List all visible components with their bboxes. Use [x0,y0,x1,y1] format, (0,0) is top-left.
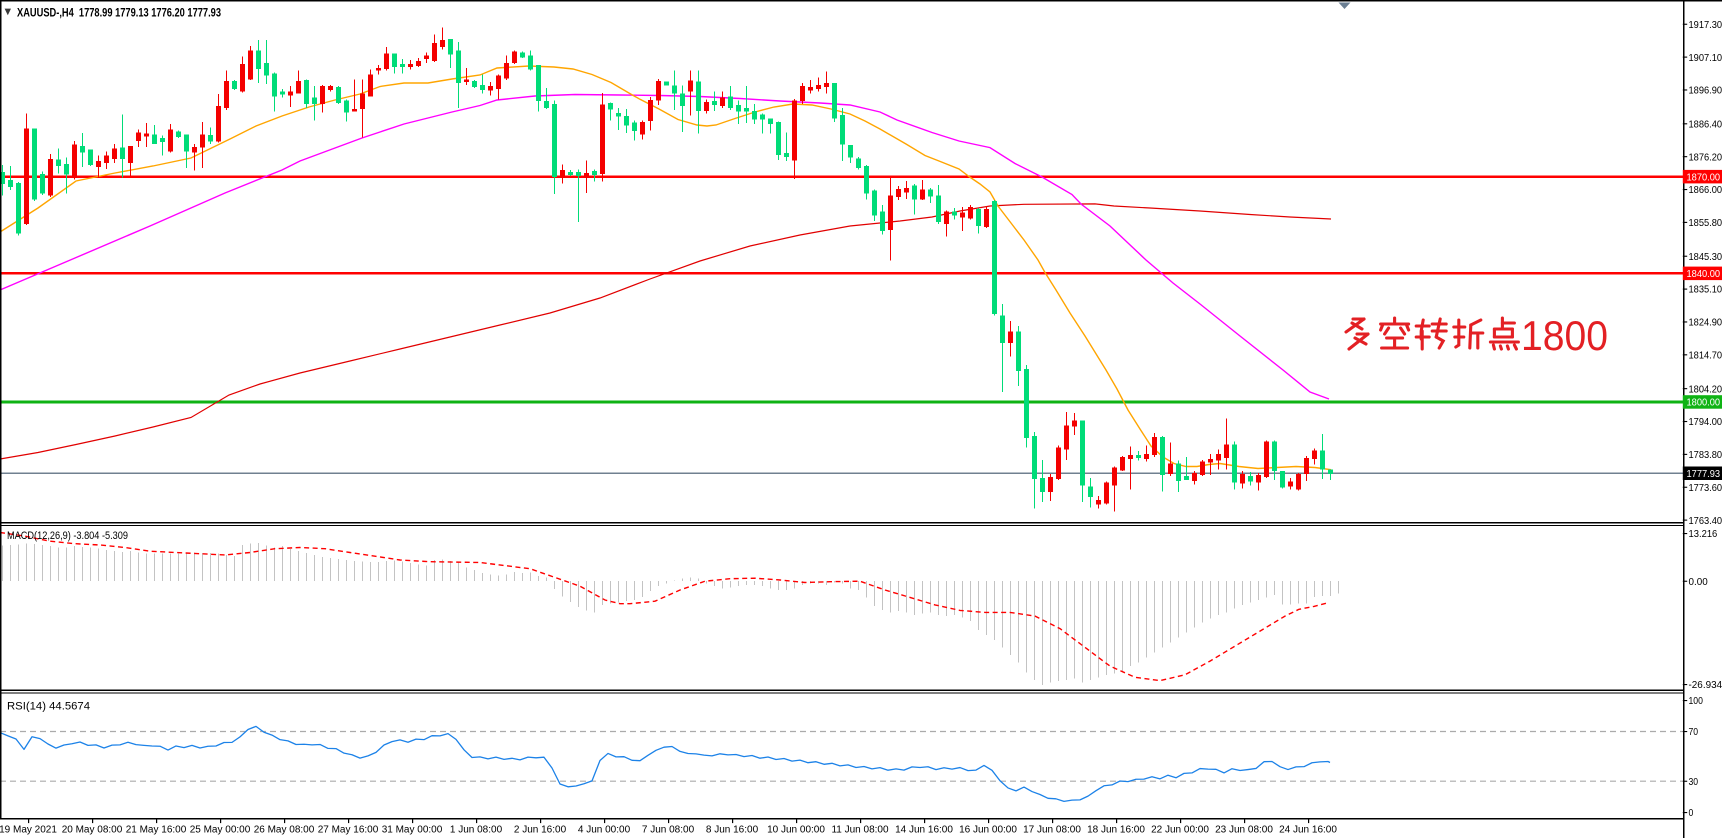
svg-text:1866.00: 1866.00 [1689,184,1722,196]
svg-text:31 May 00:00: 31 May 00:00 [382,825,443,836]
svg-text:4 Jun 00:00: 4 Jun 00:00 [578,825,631,836]
svg-text:16 Jun 00:00: 16 Jun 00:00 [959,825,1017,836]
svg-text:1824.90: 1824.90 [1689,317,1722,329]
svg-text:1840.00: 1840.00 [1687,268,1721,280]
svg-text:2 Jun 16:00: 2 Jun 16:00 [514,825,567,836]
svg-text:1907.10: 1907.10 [1689,52,1722,64]
svg-text:18 Jun 16:00: 18 Jun 16:00 [1087,825,1145,836]
svg-text:0.00: 0.00 [1689,576,1708,588]
svg-text:7 Jun 08:00: 7 Jun 08:00 [642,825,695,836]
svg-text:1896.90: 1896.90 [1689,85,1722,97]
svg-text:1804.20: 1804.20 [1689,383,1722,395]
svg-text:20 May 08:00: 20 May 08:00 [62,825,123,836]
svg-text:1876.20: 1876.20 [1689,151,1722,163]
svg-text:1794.00: 1794.00 [1689,416,1722,428]
svg-text:24 Jun 16:00: 24 Jun 16:00 [1279,825,1337,836]
svg-text:8 Jun 16:00: 8 Jun 16:00 [706,825,759,836]
svg-text:25 May 00:00: 25 May 00:00 [190,825,251,836]
svg-text:XAUUSD-,H4 1778.99 1779.13 17: XAUUSD-,H4 1778.99 1779.13 1776.20 1777.… [17,6,221,20]
svg-text:1777.93: 1777.93 [1687,468,1721,480]
svg-text:1855.80: 1855.80 [1689,217,1722,229]
svg-text:1773.60: 1773.60 [1689,482,1722,494]
svg-text:0: 0 [1689,807,1694,819]
svg-text:70: 70 [1689,726,1699,738]
svg-text:13.216: 13.216 [1689,528,1718,540]
svg-text:10 Jun 00:00: 10 Jun 00:00 [767,825,825,836]
svg-text:14 Jun 16:00: 14 Jun 16:00 [895,825,953,836]
svg-text:30: 30 [1689,776,1699,788]
svg-text:21 May 16:00: 21 May 16:00 [126,825,187,836]
svg-text:23 Jun 08:00: 23 Jun 08:00 [1215,825,1273,836]
svg-text:1814.70: 1814.70 [1689,349,1722,361]
svg-text:MACD(12,26,9) -3.804 -5.309: MACD(12,26,9) -3.804 -5.309 [7,530,128,542]
svg-text:1783.80: 1783.80 [1689,449,1722,461]
svg-text:1886.40: 1886.40 [1689,118,1722,130]
svg-text:RSI(14) 44.5674: RSI(14) 44.5674 [7,701,90,713]
svg-text:26 May 08:00: 26 May 08:00 [254,825,315,836]
svg-text:1917.30: 1917.30 [1689,19,1722,31]
svg-text:17 Jun 08:00: 17 Jun 08:00 [1023,825,1081,836]
svg-text:-26.934: -26.934 [1689,679,1722,691]
svg-text:1835.10: 1835.10 [1689,284,1722,296]
svg-text:1800: 1800 [1521,312,1608,359]
svg-text:1763.40: 1763.40 [1689,515,1722,527]
svg-text:100: 100 [1689,695,1704,707]
svg-text:1870.00: 1870.00 [1687,171,1721,183]
svg-text:1 Jun 08:00: 1 Jun 08:00 [450,825,503,836]
svg-text:1845.30: 1845.30 [1689,251,1722,263]
svg-text:22 Jun 00:00: 22 Jun 00:00 [1151,825,1209,836]
svg-text:19 May 2021: 19 May 2021 [0,825,57,836]
svg-text:27 May 16:00: 27 May 16:00 [318,825,379,836]
svg-text:1800.00: 1800.00 [1687,397,1721,409]
svg-text:11 Jun 08:00: 11 Jun 08:00 [831,825,889,836]
